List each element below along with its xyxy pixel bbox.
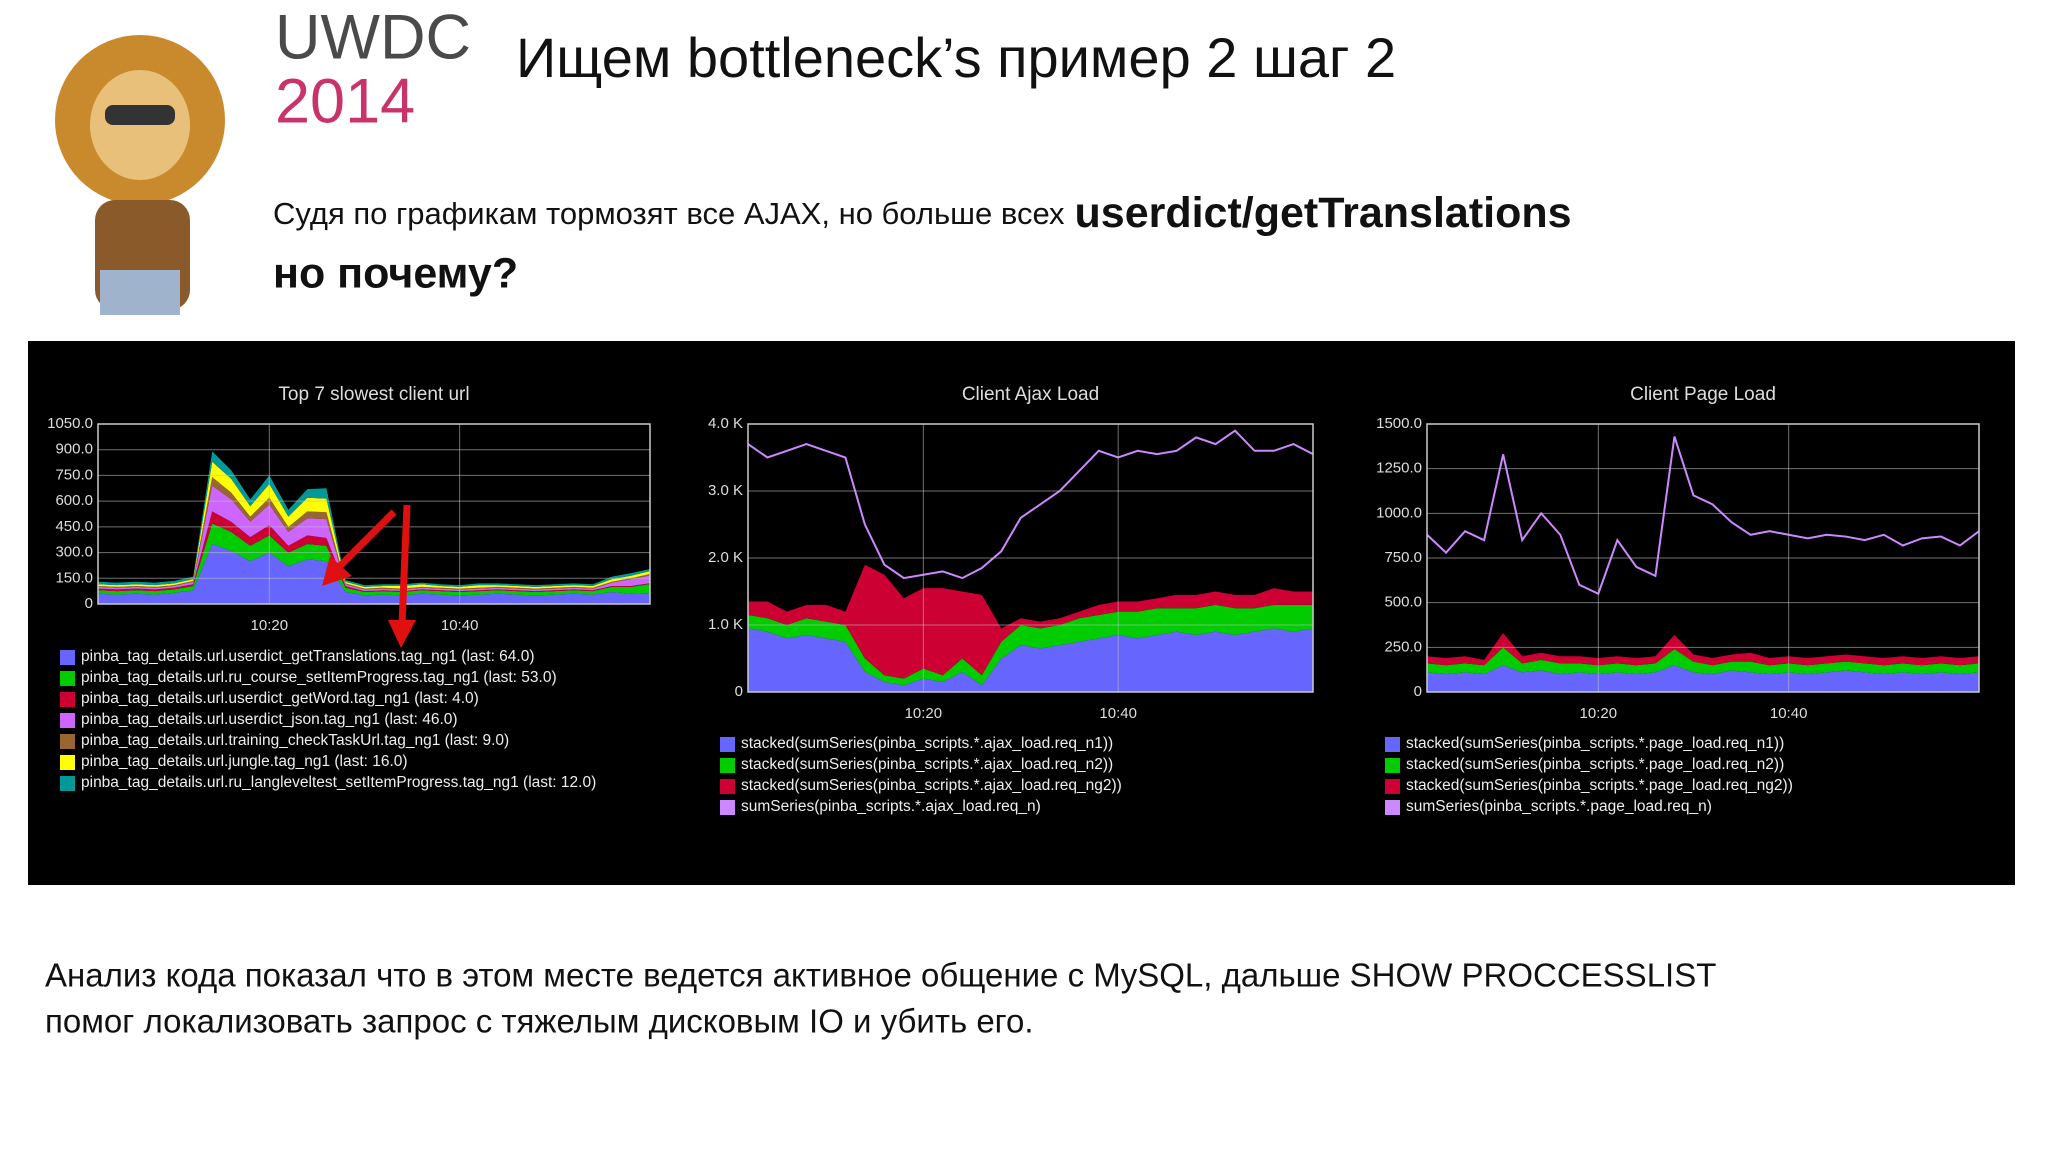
chart-title: Client Page Load <box>1630 384 1776 405</box>
y-tick-label: 1250.0 <box>1376 460 1422 477</box>
footer-line: Анализ кода показал что в этом месте вед… <box>45 957 1716 994</box>
legend-swatch <box>60 776 75 791</box>
legend-label: stacked(sumSeries(pinba_scripts.*.page_l… <box>1406 777 1793 794</box>
x-tick-label: 10:40 <box>1099 705 1137 722</box>
legend-label: pinba_tag_details.url.userdict_getWord.t… <box>81 690 479 707</box>
y-tick-label: 3.0 K <box>708 482 743 499</box>
y-tick-label: 750.0 <box>55 466 93 483</box>
area-series <box>1427 647 1979 675</box>
legend-swatch <box>720 737 735 752</box>
legend-label: pinba_tag_details.url.ru_langleveltest_s… <box>81 774 596 791</box>
line-series <box>1426 436 1980 596</box>
y-tick-label: 0 <box>85 595 93 612</box>
legend-swatch <box>720 758 735 773</box>
y-tick-label: 0 <box>1414 683 1422 700</box>
y-tick-label: 900.0 <box>55 441 93 458</box>
subtitle-emphasis: userdict/getTranslations <box>1075 189 1572 237</box>
footer-line: помог локализовать запрос с тяжелым диск… <box>45 1003 1034 1040</box>
y-tick-label: 450.0 <box>55 518 93 535</box>
x-tick-label: 10:20 <box>251 617 289 634</box>
subtitle: Судя по графикам тормозят все AJAX, но б… <box>273 189 1572 237</box>
y-tick-label: 750.0 <box>1384 549 1422 566</box>
plot-frame <box>747 423 1314 693</box>
y-tick-label: 0 <box>735 683 743 700</box>
x-tick-label: 10:40 <box>1770 705 1808 722</box>
area-series <box>98 523 650 596</box>
legend-label: stacked(sumSeries(pinba_scripts.*.ajax_l… <box>741 777 1122 794</box>
y-tick-label: 1050.0 <box>47 415 93 432</box>
legend-label: stacked(sumSeries(pinba_scripts.*.page_l… <box>1406 756 1784 773</box>
y-tick-label: 500.0 <box>1384 594 1422 611</box>
x-tick-label: 10:20 <box>1580 705 1618 722</box>
legend-label: stacked(sumSeries(pinba_scripts.*.page_l… <box>1406 735 1784 752</box>
plot-area <box>98 424 650 604</box>
legend-label: pinba_tag_details.url.userdict_getTransl… <box>81 648 535 665</box>
mascot <box>55 35 225 315</box>
y-tick-label: 1500.0 <box>1376 415 1422 432</box>
area-series <box>748 628 1313 692</box>
legend-label: pinba_tag_details.url.userdict_json.tag_… <box>81 711 458 728</box>
legend-swatch <box>60 650 75 665</box>
area-series <box>1427 633 1979 666</box>
y-tick-label: 250.0 <box>1384 638 1422 655</box>
area-series <box>748 564 1313 679</box>
charts: pinba_tag_details.url.userdict_getTransl… <box>47 384 1980 815</box>
area-series <box>98 461 650 589</box>
legend-swatch <box>720 800 735 815</box>
chart-title: Client Ajax Load <box>962 384 1099 405</box>
x-tick-label: 10:40 <box>441 617 479 634</box>
legend-label: sumSeries(pinba_scripts.*.page_load.req_… <box>1406 798 1712 815</box>
annotation-arrows <box>322 504 416 648</box>
chart: stacked(sumSeries(pinba_scripts.*.page_l… <box>1376 384 1980 815</box>
logo-text: UWDC <box>275 3 471 73</box>
area-series <box>1427 665 1979 692</box>
legend-swatch <box>720 779 735 794</box>
chart: stacked(sumSeries(pinba_scripts.*.ajax_l… <box>708 384 1314 815</box>
legend-label: sumSeries(pinba_scripts.*.ajax_load.req_… <box>741 798 1041 815</box>
legend-swatch <box>60 734 75 749</box>
line-series <box>747 429 1314 580</box>
subtitle-text: Судя по графикам тормозят все AJAX, но б… <box>273 196 1065 231</box>
area-series <box>98 511 650 592</box>
slide-title: Ищем bottleneck’s пример 2 шаг 2 <box>516 26 1396 89</box>
y-tick-label: 150.0 <box>55 569 93 586</box>
area-series <box>98 485 650 592</box>
x-tick-label: 10:20 <box>905 705 943 722</box>
subtitle-question: но почему? <box>273 249 518 297</box>
plot-frame <box>1426 423 1980 693</box>
y-tick-label: 1000.0 <box>1376 504 1422 521</box>
chart-title: Top 7 slowest client url <box>278 384 469 405</box>
legend-label: pinba_tag_details.url.ru_course_setItemP… <box>81 669 557 686</box>
legend-swatch <box>1385 758 1400 773</box>
legend-label: pinba_tag_details.url.training_checkTask… <box>81 732 509 749</box>
y-tick-label: 4.0 K <box>708 415 743 432</box>
legend-swatch <box>1385 800 1400 815</box>
y-tick-label: 2.0 K <box>708 549 743 566</box>
legend-swatch <box>60 713 75 728</box>
legend-label: pinba_tag_details.url.jungle.tag_ng1 (la… <box>81 753 408 770</box>
legend-label: stacked(sumSeries(pinba_scripts.*.ajax_l… <box>741 756 1113 773</box>
legend-swatch <box>1385 737 1400 752</box>
legend-swatch <box>60 755 75 770</box>
legend-swatch <box>1385 779 1400 794</box>
logo-year: 2014 <box>275 67 415 137</box>
legend-swatch <box>60 692 75 707</box>
legend-swatch <box>60 671 75 686</box>
chart: pinba_tag_details.url.userdict_getTransl… <box>47 384 651 791</box>
y-tick-label: 1.0 K <box>708 616 743 633</box>
area-series <box>98 544 650 604</box>
legend-label: stacked(sumSeries(pinba_scripts.*.ajax_l… <box>741 735 1113 752</box>
y-tick-label: 300.0 <box>55 544 93 561</box>
area-series <box>98 451 650 587</box>
plot-frame <box>97 423 651 605</box>
y-tick-label: 600.0 <box>55 492 93 509</box>
